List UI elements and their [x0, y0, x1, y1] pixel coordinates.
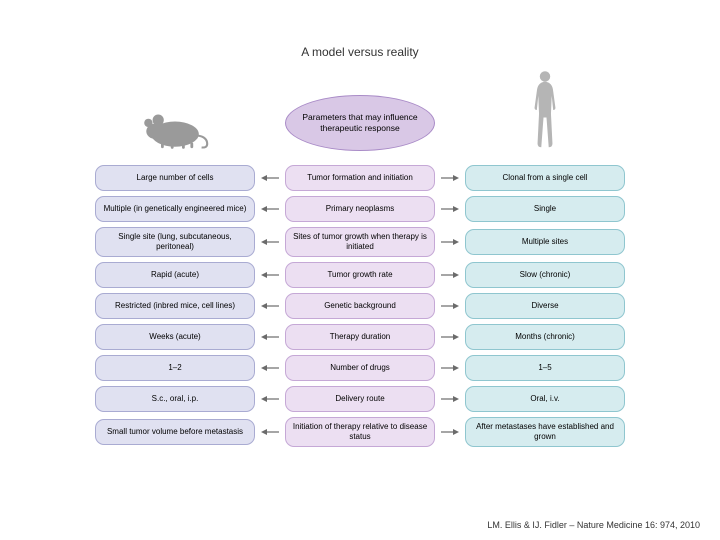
arrow-right-icon [440, 363, 460, 373]
arrow-right-icon [440, 301, 460, 311]
arrow-left-icon [260, 427, 280, 437]
parameter-cell: Genetic background [285, 293, 435, 319]
comparison-rows: Large number of cells Tumor formation an… [95, 165, 625, 447]
model-cell: Restricted (inbred mice, cell lines) [95, 293, 255, 319]
model-cell: S.c., oral, i.p. [95, 386, 255, 412]
parameter-cell: Number of drugs [285, 355, 435, 381]
parameter-cell: Primary neoplasms [285, 196, 435, 222]
comparison-row: Large number of cells Tumor formation an… [95, 165, 625, 191]
arrow-left-icon [260, 332, 280, 342]
arrow-right-icon [440, 270, 460, 280]
reality-cell: Diverse [465, 293, 625, 319]
parameter-cell: Sites of tumor growth when therapy is in… [285, 227, 435, 257]
arrow-left-icon [260, 363, 280, 373]
citation: LM. Ellis & IJ. Fidler – Nature Medicine… [487, 520, 700, 530]
arrow-right-icon [440, 394, 460, 404]
arrow-left-icon [260, 204, 280, 214]
reality-cell: Oral, i.v. [465, 386, 625, 412]
comparison-row: Rapid (acute) Tumor growth rate Slow (ch… [95, 262, 625, 288]
diagram-title: A model versus reality [95, 45, 625, 59]
arrow-right-icon [440, 237, 460, 247]
comparison-row: Small tumor volume before metastasis Ini… [95, 417, 625, 447]
arrow-left-icon [260, 301, 280, 311]
arrow-left-icon [260, 173, 280, 183]
model-cell: Large number of cells [95, 165, 255, 191]
parameter-cell: Tumor growth rate [285, 262, 435, 288]
parameters-oval: Parameters that may influence therapeuti… [285, 95, 435, 151]
model-cell: Multiple (in genetically engineered mice… [95, 196, 255, 222]
header-row: Parameters that may influence therapeuti… [95, 69, 625, 151]
arrow-right-icon [440, 204, 460, 214]
comparison-row: S.c., oral, i.p. Delivery route Oral, i.… [95, 386, 625, 412]
arrow-left-icon [260, 237, 280, 247]
mouse-icon [140, 106, 210, 151]
human-column-header [465, 69, 625, 151]
arrow-right-icon [440, 332, 460, 342]
parameter-cell: Delivery route [285, 386, 435, 412]
parameter-cell: Initiation of therapy relative to diseas… [285, 417, 435, 447]
reality-cell: Clonal from a single cell [465, 165, 625, 191]
comparison-row: Weeks (acute) Therapy duration Months (c… [95, 324, 625, 350]
model-cell: Rapid (acute) [95, 262, 255, 288]
comparison-row: 1–2 Number of drugs 1–5 [95, 355, 625, 381]
parameter-cell: Tumor formation and initiation [285, 165, 435, 191]
model-cell: Single site (lung, subcutaneous, periton… [95, 227, 255, 257]
arrow-left-icon [260, 394, 280, 404]
arrow-left-icon [260, 270, 280, 280]
reality-cell: Months (chronic) [465, 324, 625, 350]
model-cell: Small tumor volume before metastasis [95, 419, 255, 445]
reality-cell: Single [465, 196, 625, 222]
comparison-row: Multiple (in genetically engineered mice… [95, 196, 625, 222]
reality-cell: Multiple sites [465, 229, 625, 255]
reality-cell: After metastases have established and gr… [465, 417, 625, 447]
diagram-canvas: A model versus reality Parameters [95, 45, 625, 452]
comparison-row: Restricted (inbred mice, cell lines) Gen… [95, 293, 625, 319]
comparison-row: Single site (lung, subcutaneous, periton… [95, 227, 625, 257]
parameters-oval-text: Parameters that may influence therapeuti… [300, 112, 420, 133]
reality-cell: 1–5 [465, 355, 625, 381]
center-oval-wrap: Parameters that may influence therapeuti… [275, 95, 445, 151]
arrow-right-icon [440, 173, 460, 183]
human-icon [530, 69, 560, 151]
mouse-column-header [95, 106, 255, 151]
model-cell: Weeks (acute) [95, 324, 255, 350]
model-cell: 1–2 [95, 355, 255, 381]
reality-cell: Slow (chronic) [465, 262, 625, 288]
parameter-cell: Therapy duration [285, 324, 435, 350]
arrow-right-icon [440, 427, 460, 437]
